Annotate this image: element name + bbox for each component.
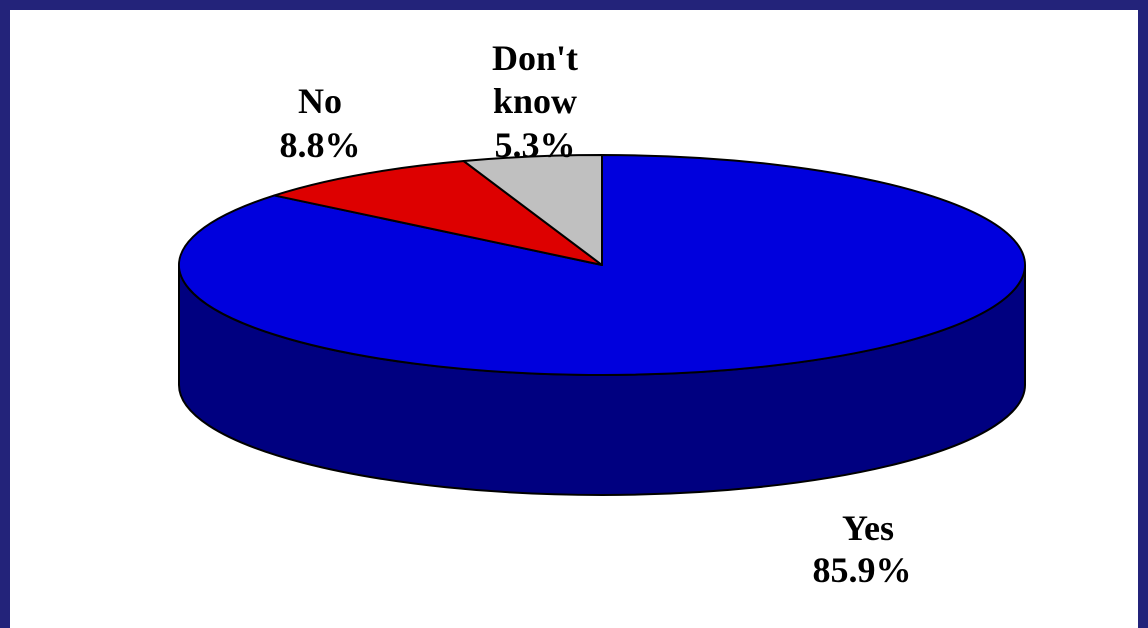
chart-frame: Yes 85.9% No 8.8% Don't know 5.3%	[10, 10, 1138, 628]
label-no-value: 8.8%	[280, 125, 361, 165]
slice-dont-know	[462, 154, 603, 266]
labels-layer: Yes 85.9% No 8.8% Don't know 5.3%	[280, 38, 912, 590]
label-no-name: No	[298, 81, 342, 121]
pie-chart: Yes 85.9% No 8.8% Don't know 5.3%	[178, 38, 1026, 590]
slices-layer	[178, 154, 1026, 496]
slice-no	[273, 160, 603, 266]
label-yes-name: Yes	[842, 508, 894, 548]
label-dontknow-line2: know	[493, 81, 577, 121]
label-yes-value: 85.9%	[813, 550, 912, 590]
label-dontknow-line1: Don't	[492, 38, 578, 78]
label-dontknow-value: 5.3%	[495, 125, 576, 165]
